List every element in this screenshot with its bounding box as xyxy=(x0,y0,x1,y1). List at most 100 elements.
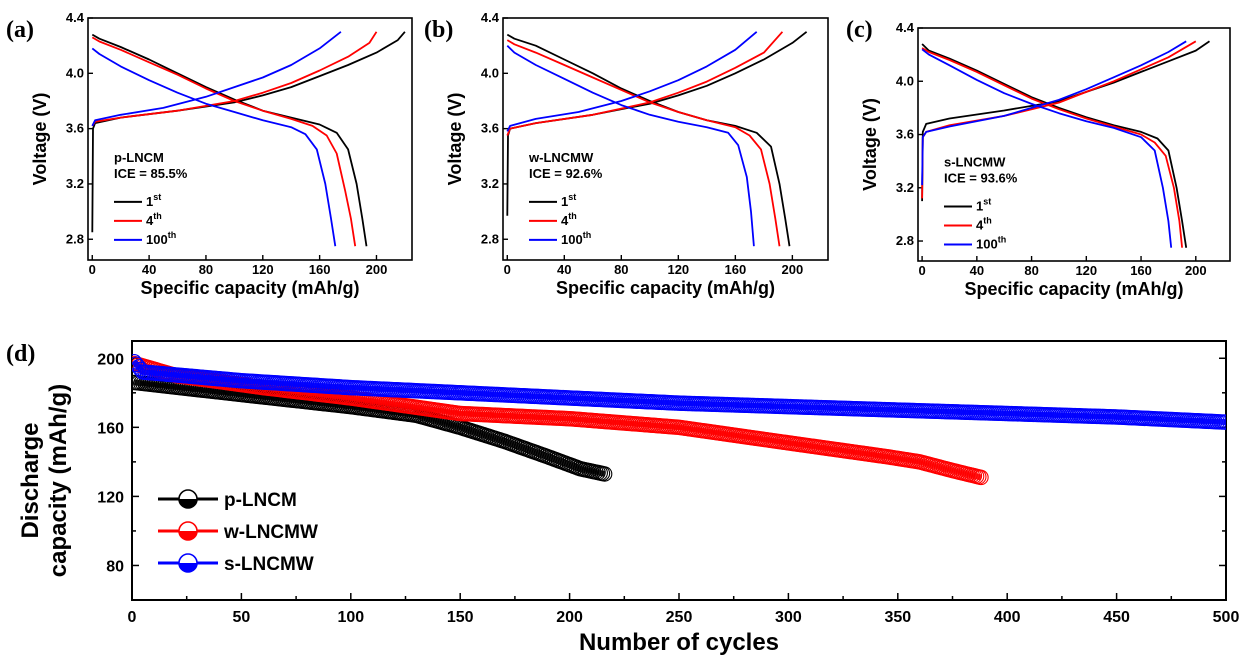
ice-value: ICE = 92.6% xyxy=(529,166,603,181)
x-tick-label: 200 xyxy=(366,262,388,277)
y-tick-label: 160 xyxy=(97,420,124,437)
panel-label: (b) xyxy=(424,17,453,43)
curve-4th-charge xyxy=(506,31,784,136)
panel-b: (b) 0 40 80 120 160 200 2.8 3.2 3.6 4.0 4.4 Specific… xyxy=(424,10,829,298)
point-s-LNCMW xyxy=(132,356,145,373)
sample-name: w-LNCMW xyxy=(528,150,594,165)
series-s-LNCMW xyxy=(132,353,1226,430)
legend-label: 100th xyxy=(976,234,1006,251)
legend-marker-fill xyxy=(179,563,197,572)
y-tick-label: 2.8 xyxy=(896,233,914,248)
panel-label: (d) xyxy=(6,341,35,367)
legend-label-base: 1 xyxy=(976,198,983,213)
y-tick-label: 4.0 xyxy=(896,73,914,88)
legend-label-sup: th xyxy=(153,211,162,221)
y-tick-label: 4.4 xyxy=(66,10,85,25)
y-tick-label: 3.6 xyxy=(896,127,914,142)
legend-label-base: 4 xyxy=(146,213,154,228)
plot-frame xyxy=(917,27,1231,262)
y-axis-title-line-2: capacity (mAh/g) xyxy=(45,384,72,577)
legend-label-base: 1 xyxy=(146,194,153,209)
legend-marker-fill xyxy=(179,499,197,508)
x-tick-label: 50 xyxy=(233,609,251,626)
ice-value: ICE = 93.6% xyxy=(944,170,1018,185)
y-tick-label: 80 xyxy=(106,558,124,575)
curve-100th-charge xyxy=(921,40,1187,186)
legend-label-sup: st xyxy=(153,192,161,202)
x-tick-label: 250 xyxy=(666,609,693,626)
legend-label-base: 100 xyxy=(976,236,998,251)
sample-name: p-LNCM xyxy=(114,150,164,165)
x-tick-label: 40 xyxy=(970,263,984,278)
x-tick-label: 80 xyxy=(614,262,628,277)
legend-label: 4th xyxy=(146,211,162,228)
x-tick-label: 120 xyxy=(1075,263,1097,278)
legend-label-sup: th xyxy=(168,230,177,240)
panel-label: (a) xyxy=(6,17,34,43)
x-tick-label: 150 xyxy=(447,609,474,626)
y-tick-label: 3.6 xyxy=(481,121,499,136)
legend-label: p-LNCM xyxy=(224,490,297,511)
x-axis-title: Specific capacity (mAh/g) xyxy=(964,279,1183,299)
x-tick-label: 160 xyxy=(724,262,746,277)
x-tick-label: 0 xyxy=(504,262,511,277)
x-tick-label: 200 xyxy=(556,609,583,626)
x-tick-label: 500 xyxy=(1213,609,1240,626)
legend-label-sup: th xyxy=(583,230,592,240)
ice-value: ICE = 85.5% xyxy=(114,166,188,181)
x-tick-label: 160 xyxy=(309,262,331,277)
y-tick-label: 3.6 xyxy=(66,121,84,136)
y-tick-label: 3.2 xyxy=(66,176,84,191)
legend-label: s-LNCMW xyxy=(224,554,314,575)
x-tick-label: 450 xyxy=(1103,609,1130,626)
legend-label: 4th xyxy=(976,215,992,232)
y-tick-label: 2.8 xyxy=(481,231,499,246)
y-tick-label: 120 xyxy=(97,489,124,506)
curve-4th-discharge xyxy=(506,39,781,247)
curve-1st-discharge xyxy=(921,43,1188,248)
y-axis-title: Voltage (V) xyxy=(860,98,880,191)
legend-label-sup: st xyxy=(568,192,576,202)
x-axis-title: Specific capacity (mAh/g) xyxy=(556,278,775,298)
legend-label-base: 4 xyxy=(561,213,569,228)
x-tick-label: 200 xyxy=(782,262,804,277)
x-tick-label: 0 xyxy=(89,262,96,277)
series-line-p-LNCM xyxy=(133,379,606,477)
y-axis-title-line-1: Discharge xyxy=(17,422,44,538)
x-tick-label: 120 xyxy=(667,262,689,277)
curve-100th-charge xyxy=(506,31,758,132)
sample-name: s-LNCMW xyxy=(944,154,1006,169)
series-line-s-LNCMW xyxy=(132,359,1226,426)
y-axis-title: Voltage (V) xyxy=(30,93,50,186)
legend-label-sup: st xyxy=(983,196,991,206)
legend-label: 100th xyxy=(146,230,176,247)
y-tick-label: 4.0 xyxy=(481,65,499,80)
x-tick-label: 40 xyxy=(142,262,156,277)
curve-4th-discharge xyxy=(921,47,1183,248)
y-tick-label: 4.4 xyxy=(896,20,915,35)
legend-label-base: 4 xyxy=(976,217,984,232)
panel-label: (c) xyxy=(846,17,873,43)
legend-label: 1st xyxy=(561,192,576,209)
legend-label-base: 1 xyxy=(561,194,568,209)
curve-100th-discharge xyxy=(506,45,755,247)
curve-1st-discharge xyxy=(506,33,791,247)
legend-label-base: 100 xyxy=(561,232,583,247)
curve-1st-discharge xyxy=(91,33,368,247)
x-tick-label: 80 xyxy=(199,262,213,277)
x-tick-label: 300 xyxy=(775,609,802,626)
x-tick-label: 400 xyxy=(994,609,1021,626)
curve-4th-charge xyxy=(91,31,378,127)
legend-label: w-LNCMW xyxy=(223,522,318,543)
x-axis-title: Number of cycles xyxy=(579,629,779,656)
y-tick-label: 2.8 xyxy=(66,231,84,246)
y-tick-label: 4.0 xyxy=(66,65,84,80)
panel-d: (d) 0 50 100 150 200 250 300 350 400 450 500 80 120 16… xyxy=(6,340,1240,656)
x-tick-label: 120 xyxy=(252,262,274,277)
legend-label-sup: th xyxy=(998,234,1007,244)
legend-label: 4th xyxy=(561,211,577,228)
data-points xyxy=(132,353,1226,486)
y-tick-label: 3.2 xyxy=(481,176,499,191)
plot-frame xyxy=(87,17,413,261)
